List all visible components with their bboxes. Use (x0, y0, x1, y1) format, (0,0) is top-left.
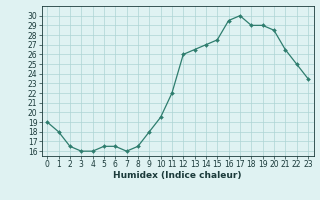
X-axis label: Humidex (Indice chaleur): Humidex (Indice chaleur) (113, 171, 242, 180)
